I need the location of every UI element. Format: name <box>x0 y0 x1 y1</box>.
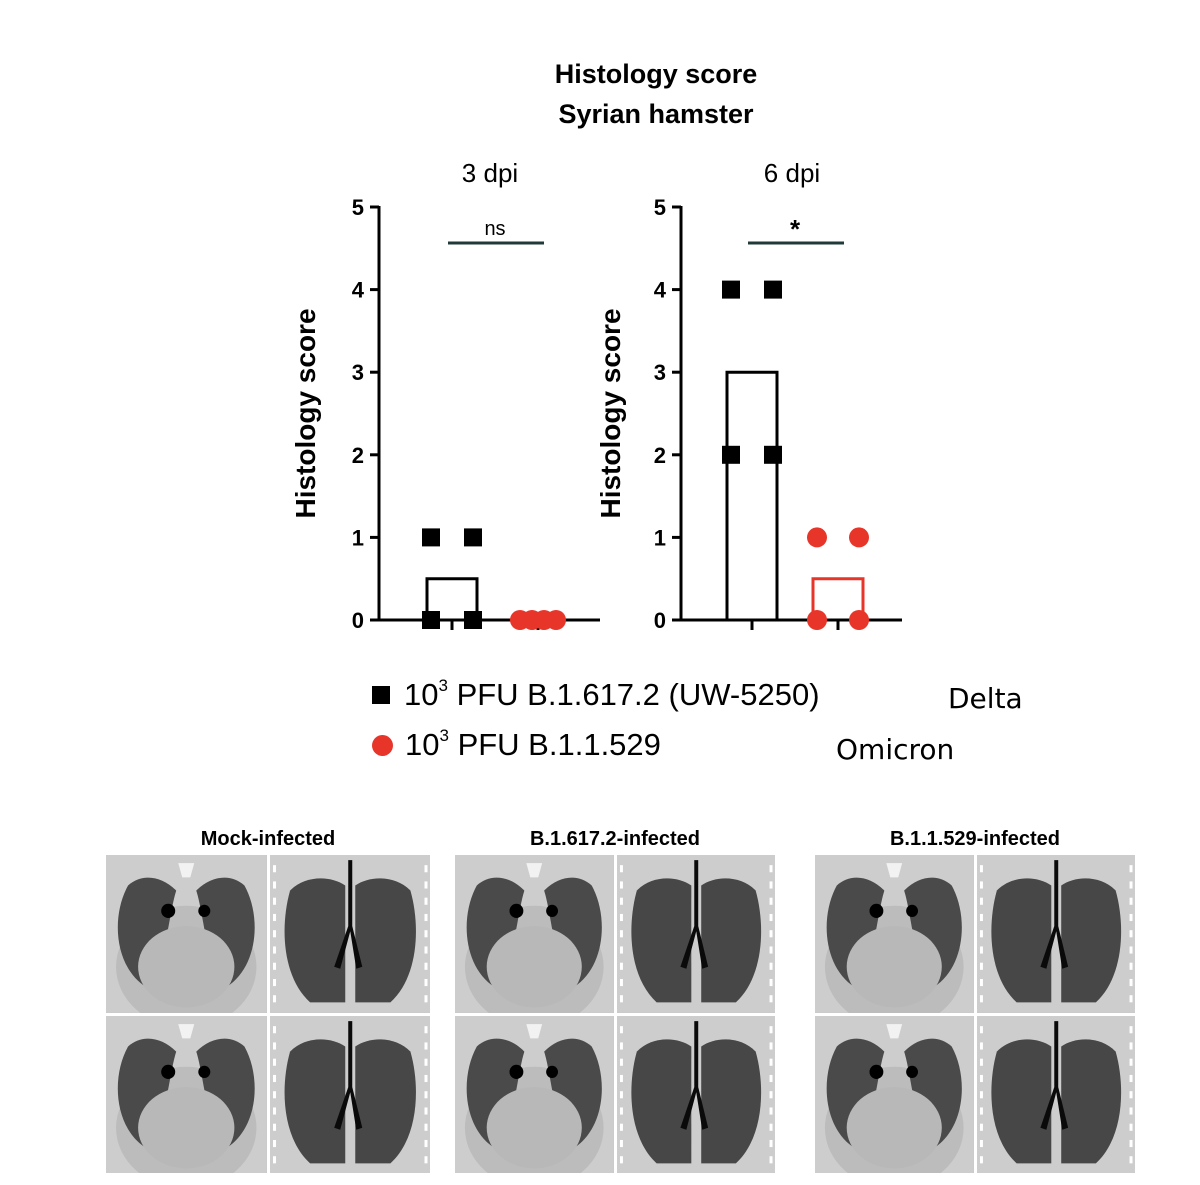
chart-panel-0: 0 1 2 3 4 5 Histology score ns <box>290 195 600 633</box>
data-point-square <box>722 445 740 464</box>
ct-title-delta: B.1.617.2-infected <box>529 828 701 850</box>
ct-image <box>976 855 1135 1013</box>
ct-scan-graphic <box>815 1015 974 1173</box>
legend-square-marker <box>372 686 390 704</box>
figure-title-line1: Histology score <box>554 59 758 89</box>
data-point-circle <box>849 527 869 548</box>
ct-panel-mock <box>106 855 430 1173</box>
ct-panel-delta <box>455 855 775 1173</box>
y-tick-label: 3 <box>654 360 666 385</box>
mean-bar <box>725 370 779 620</box>
legend-delta-text: 103 PFU B.1.617.2 (UW-5250) <box>404 675 820 712</box>
ct-scan-graphic <box>616 1015 775 1173</box>
ct-image <box>815 1015 974 1173</box>
ct-title-omicron: B.1.1.529-infected <box>889 828 1061 850</box>
data-point-circle <box>807 527 827 548</box>
data-point-circle <box>807 610 827 630</box>
ct-scan-graphic <box>106 1015 267 1173</box>
omicron-label: Omicron <box>836 733 955 766</box>
data-point-square <box>464 611 482 629</box>
y-tick-label: 0 <box>352 608 364 633</box>
figure-title: Histology score Syrian hamster <box>356 54 956 134</box>
y-tick-label: 4 <box>352 278 365 303</box>
legend-item-omicron: 103 PFU B.1.1.529 <box>372 725 661 763</box>
ct-scan-graphic <box>455 1015 614 1173</box>
y-tick-label: 1 <box>352 525 364 550</box>
legend-circle-marker <box>372 734 393 756</box>
data-point-square <box>464 528 482 547</box>
y-tick-label: 0 <box>654 608 666 633</box>
y-tick-label: 2 <box>352 443 364 468</box>
ct-image <box>106 855 267 1013</box>
delta-label: Delta <box>948 682 1023 715</box>
ct-image <box>815 855 974 1013</box>
significance-label: ns <box>484 218 505 240</box>
y-axis-label: Histology score <box>595 308 626 518</box>
mean-bar <box>811 577 865 620</box>
y-axis-label: Histology score <box>290 308 321 518</box>
ct-image <box>269 1015 430 1173</box>
ct-panel-omicron <box>815 855 1135 1173</box>
ct-image <box>455 1015 614 1173</box>
chart-panel-1: 0 1 2 3 4 5 Histology score * <box>595 195 902 633</box>
data-point-square <box>764 445 782 464</box>
ct-scan-graphic <box>455 855 614 1013</box>
ct-scan-graphic <box>976 855 1135 1013</box>
y-tick-label: 5 <box>352 195 364 220</box>
ct-image <box>455 855 614 1013</box>
y-tick-label: 3 <box>352 360 364 385</box>
ct-scan-graphic <box>106 855 267 1013</box>
ct-scan-graphic <box>815 855 974 1013</box>
mean-bar <box>425 577 479 620</box>
ct-image <box>616 855 775 1013</box>
ct-image <box>976 1015 1135 1173</box>
y-tick-label: 2 <box>654 443 666 468</box>
ct-image <box>106 1015 267 1173</box>
panel-title-3dpi: 3 dpi <box>461 158 519 188</box>
panel-title-6dpi: 6 dpi <box>763 158 821 188</box>
histology-charts: 0 1 2 3 4 5 Histology score ns 0 1 2 3 4 5 Histology s… <box>290 195 902 633</box>
data-point-square <box>422 528 440 547</box>
ct-scan-graphic <box>269 855 430 1013</box>
figure-title-line2: Syrian hamster <box>558 99 754 129</box>
ct-image <box>616 1015 775 1173</box>
y-tick-label: 4 <box>654 278 667 303</box>
legend-omicron-text: 103 PFU B.1.1.529 <box>405 725 661 762</box>
data-point-square <box>764 280 782 299</box>
legend-item-delta: 103 PFU B.1.617.2 (UW-5250) <box>372 675 820 713</box>
y-tick-label: 1 <box>654 525 666 550</box>
ct-scan-graphic <box>976 1015 1135 1173</box>
data-point-square <box>722 280 740 299</box>
data-point-square <box>422 611 440 629</box>
data-point-circle <box>849 610 869 630</box>
data-point-circle <box>546 610 566 630</box>
ct-scan-graphic <box>269 1015 430 1173</box>
ct-title-mock: Mock-infected <box>200 828 336 850</box>
ct-scan-graphic <box>616 855 775 1013</box>
significance-label: * <box>790 214 801 244</box>
ct-image <box>269 855 430 1013</box>
y-tick-label: 5 <box>654 195 666 220</box>
